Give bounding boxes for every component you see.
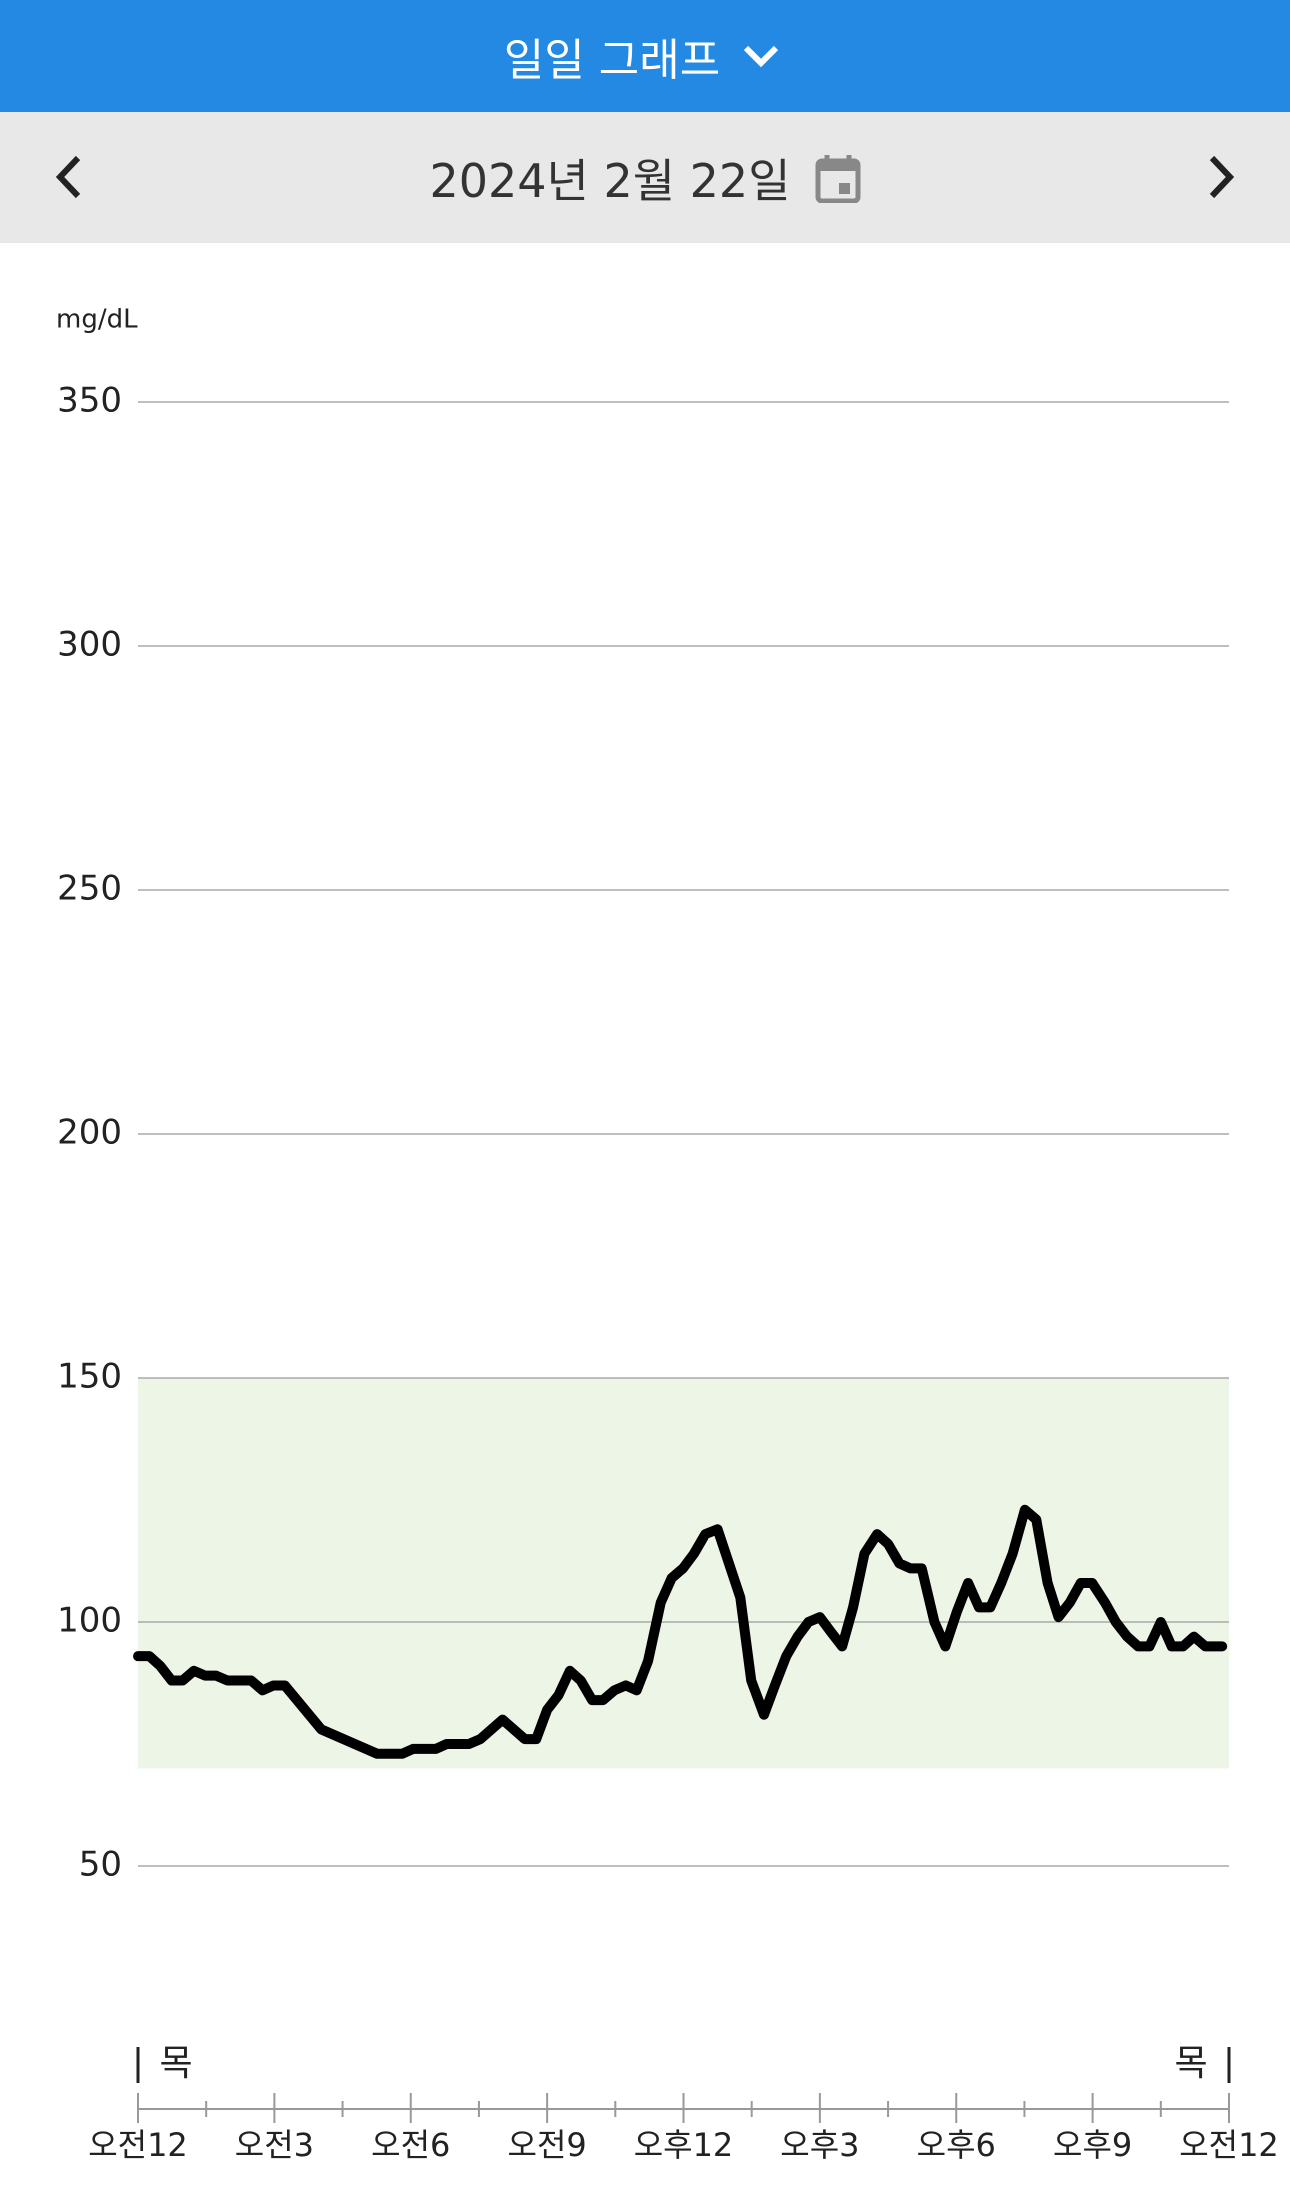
- y-tick-label: 150: [57, 1357, 122, 1397]
- x-tick-label: 오후3: [780, 2126, 859, 2164]
- x-tick-label: 오후6: [917, 2126, 996, 2164]
- y-tick-label: 300: [57, 625, 122, 665]
- day-label: 목: [159, 2043, 192, 2084]
- y-tick-label: 350: [57, 381, 122, 421]
- y-tick-label: 100: [57, 1601, 122, 1641]
- day-label: 목: [1174, 2043, 1207, 2084]
- chart: mg/dL 50 100 150 200 250 300 350 오전12 오전3 오전6 오전9 오…: [56, 305, 1279, 2165]
- x-tick-label: 오전12: [88, 2126, 188, 2164]
- date-bar: 2024년 2월 22일: [0, 112, 1290, 243]
- header: 일일 그래프: [0, 0, 1290, 112]
- glucose-line: [133, 1504, 1228, 1759]
- header-title[interactable]: 일일 그래프: [503, 35, 721, 86]
- x-tick-label: 오전9: [508, 2126, 587, 2164]
- y-tick-label: 200: [57, 1113, 122, 1153]
- next-button[interactable]: [1202, 152, 1242, 202]
- x-tick-label: 오전3: [235, 2126, 314, 2164]
- x-tick-label: 오전6: [371, 2126, 450, 2164]
- y-axis-unit: mg/dL: [56, 305, 138, 335]
- dropdown-icon[interactable]: [736, 36, 786, 76]
- date-text: 2024년 2월 22일: [429, 153, 791, 208]
- x-tick-label: 오전12: [1179, 2126, 1279, 2164]
- y-tick-label: 250: [57, 869, 122, 909]
- x-tick-label: 오후9: [1053, 2126, 1132, 2164]
- y-tick-label: 50: [79, 1845, 122, 1885]
- calendar-icon[interactable]: [815, 153, 861, 203]
- x-tick-label: 오후12: [634, 2126, 734, 2164]
- prev-button[interactable]: [48, 152, 88, 202]
